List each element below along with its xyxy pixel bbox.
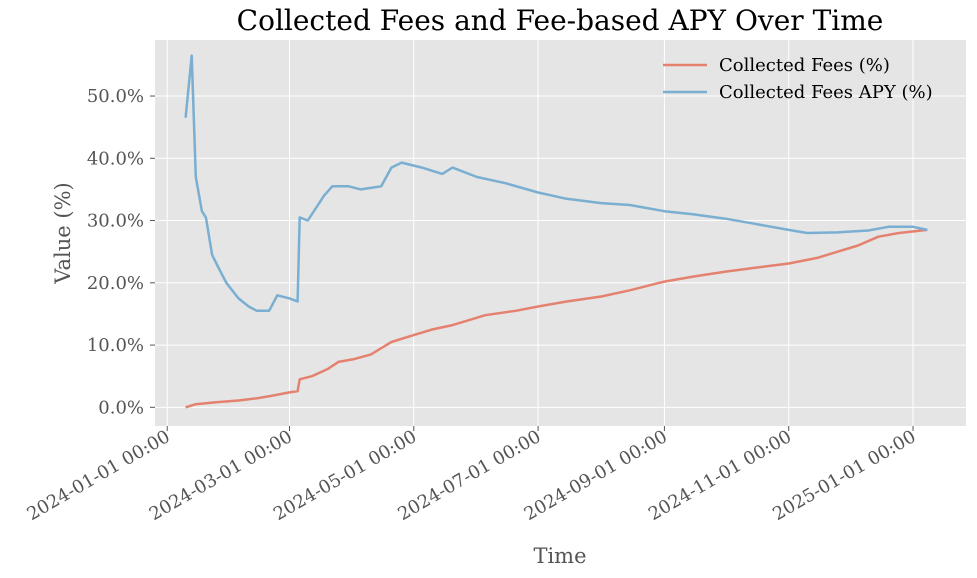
series-line-1	[185, 228, 928, 409]
series-layer	[184, 54, 928, 409]
y-tick-label: 40.0%	[87, 148, 144, 169]
y-tick-label: 10.0%	[87, 335, 144, 356]
grid	[155, 40, 966, 426]
y-axis-label: Value (%)	[51, 182, 75, 284]
y-tick-label: 0.0%	[98, 397, 144, 418]
y-tick-label: 50.0%	[87, 86, 144, 107]
legend-label-2: Collected Fees APY (%)	[719, 82, 933, 103]
y-tick-label: 30.0%	[87, 211, 144, 232]
chart-title: Collected Fees and Fee-based APY Over Ti…	[237, 4, 884, 37]
legend: Collected Fees (%) Collected Fees APY (%)	[663, 55, 933, 103]
y-tick-label: 20.0%	[87, 273, 144, 294]
series-line-2	[184, 54, 928, 313]
x-axis-label: Time	[533, 544, 586, 568]
legend-label-1: Collected Fees (%)	[719, 55, 890, 76]
